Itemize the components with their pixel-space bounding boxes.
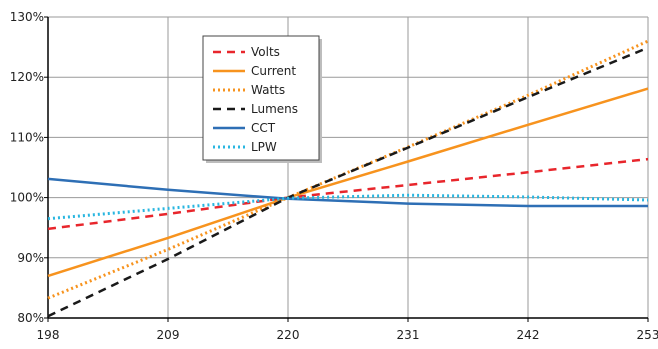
legend-label: Current bbox=[251, 64, 296, 78]
x-tick-label: 242 bbox=[517, 328, 540, 342]
y-tick-label: 90% bbox=[17, 251, 44, 265]
x-tick-label: 253 bbox=[637, 328, 658, 342]
x-tick-label: 231 bbox=[397, 328, 420, 342]
y-tick-label: 120% bbox=[10, 70, 44, 84]
y-tick-label: 130% bbox=[10, 10, 44, 24]
series-line-watts bbox=[47, 39, 649, 300]
series-line-volts bbox=[47, 157, 649, 231]
legend-label: Lumens bbox=[251, 102, 298, 116]
plot-area bbox=[48, 17, 648, 318]
y-tick-label: 80% bbox=[17, 311, 44, 325]
legend-label: Watts bbox=[251, 83, 285, 97]
legend-box bbox=[202, 35, 320, 161]
legend-label: LPW bbox=[251, 140, 277, 154]
series-line-lumens bbox=[47, 46, 649, 318]
series-line-current bbox=[47, 87, 649, 278]
legend-label: Volts bbox=[251, 45, 280, 59]
x-tick-label: 220 bbox=[277, 328, 300, 342]
y-tick-label: 110% bbox=[10, 130, 44, 144]
legend-label: CCT bbox=[251, 121, 276, 135]
y-tick-label: 100% bbox=[10, 191, 44, 205]
x-tick-label: 198 bbox=[37, 328, 60, 342]
series-line-lpw bbox=[47, 193, 649, 221]
series-line-cct bbox=[47, 177, 648, 208]
x-tick-label: 209 bbox=[157, 328, 180, 342]
